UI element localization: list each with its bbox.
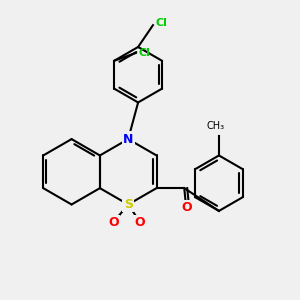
Text: Cl: Cl (156, 18, 168, 28)
Text: O: O (135, 216, 146, 229)
Text: S: S (124, 198, 133, 211)
Text: CH₃: CH₃ (207, 121, 225, 131)
Text: O: O (108, 216, 119, 229)
Text: O: O (181, 202, 192, 214)
Text: Cl: Cl (139, 48, 151, 58)
Text: N: N (123, 133, 134, 146)
